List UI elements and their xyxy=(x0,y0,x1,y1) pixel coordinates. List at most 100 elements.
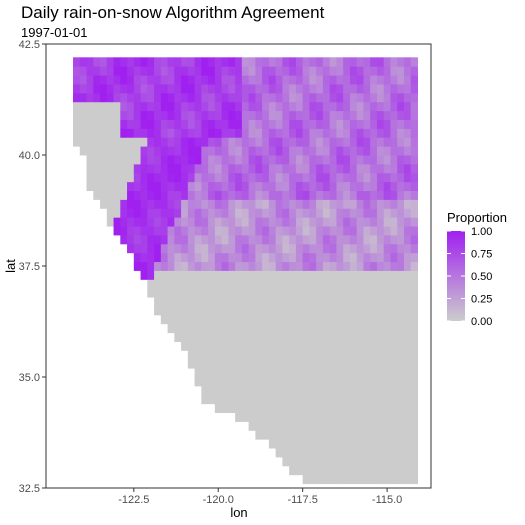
heatmap-cell xyxy=(174,119,182,129)
heatmap-cell xyxy=(403,92,412,103)
heatmap-cell xyxy=(174,199,182,209)
heatmap-cell xyxy=(113,57,121,67)
heatmap-cell xyxy=(262,305,270,316)
heatmap-cell xyxy=(322,110,331,120)
heatmap-cell xyxy=(241,199,250,209)
heatmap-cell xyxy=(268,75,277,85)
heatmap-cell xyxy=(329,279,337,289)
heatmap-cell xyxy=(248,155,256,165)
heatmap-cell xyxy=(235,234,243,245)
heatmap-cell xyxy=(383,412,391,422)
heatmap-cell xyxy=(194,350,202,360)
heatmap-cell xyxy=(309,359,317,369)
heatmap-cell xyxy=(302,279,310,289)
heatmap-cell xyxy=(322,394,331,405)
heatmap-cell xyxy=(282,155,290,165)
heatmap-cell xyxy=(289,137,297,147)
heatmap-cell xyxy=(383,57,391,67)
heatmap-cell xyxy=(154,57,162,67)
heatmap-cell xyxy=(235,377,243,387)
heatmap-cell xyxy=(410,190,418,200)
heatmap-cell xyxy=(228,385,236,396)
heatmap-cell xyxy=(343,314,351,325)
heatmap-cell xyxy=(376,421,385,431)
heatmap-cell xyxy=(255,368,263,378)
heatmap-cell xyxy=(322,368,331,378)
heatmap-cell xyxy=(349,261,358,271)
heatmap-cell xyxy=(275,341,283,351)
heatmap-cell xyxy=(133,181,142,192)
heatmap-cell xyxy=(363,137,371,147)
heatmap-cell xyxy=(248,261,256,271)
heatmap-cell xyxy=(181,243,189,254)
heatmap-cell xyxy=(295,403,304,414)
heatmap-cell xyxy=(343,146,351,156)
heatmap-cell xyxy=(370,439,378,449)
heatmap-cell xyxy=(167,234,175,245)
heatmap-cell xyxy=(316,412,324,422)
heatmap-cell xyxy=(343,412,351,422)
heatmap-cell xyxy=(268,66,277,76)
heatmap-cell xyxy=(349,297,358,307)
heatmap-cell xyxy=(322,332,331,342)
heatmap-cell xyxy=(376,332,385,342)
heatmap-cell xyxy=(370,208,378,218)
heatmap-cell xyxy=(349,359,358,369)
heatmap-cell xyxy=(275,297,283,307)
heatmap-cell xyxy=(174,252,182,263)
heatmap-cell xyxy=(160,137,169,147)
heatmap-cell xyxy=(376,110,385,120)
heatmap-cell xyxy=(160,163,169,174)
heatmap-cell xyxy=(262,288,270,298)
heatmap-cell xyxy=(262,83,270,94)
heatmap-cell xyxy=(289,448,297,458)
heatmap-cell xyxy=(268,323,277,334)
heatmap-cell xyxy=(410,83,418,94)
heatmap-cell xyxy=(302,385,310,396)
heatmap-cell xyxy=(133,163,142,174)
heatmap-cell xyxy=(113,199,121,209)
heatmap-cell xyxy=(397,394,405,405)
heatmap-cell xyxy=(349,465,358,476)
heatmap-cell xyxy=(370,305,378,316)
heatmap-cell xyxy=(376,75,385,85)
heatmap-cell xyxy=(383,110,391,120)
heatmap-cell xyxy=(295,172,304,183)
heatmap-cell xyxy=(255,163,263,174)
heatmap-cell xyxy=(329,163,337,174)
heatmap-cell xyxy=(316,474,324,485)
heatmap-cell xyxy=(255,190,263,200)
heatmap-cell xyxy=(390,57,398,67)
heatmap-cell xyxy=(295,208,304,218)
heatmap-cell xyxy=(349,314,358,325)
heatmap-cell xyxy=(390,128,398,138)
heatmap-cell xyxy=(86,110,94,120)
heatmap-cell xyxy=(214,163,223,174)
heatmap-cell xyxy=(282,226,290,236)
heatmap-cell xyxy=(322,172,331,183)
heatmap-cell xyxy=(329,412,337,422)
heatmap-cell xyxy=(309,439,317,449)
heatmap-cell xyxy=(228,101,236,112)
heatmap-cell xyxy=(376,305,385,316)
heatmap-cell xyxy=(403,137,412,147)
heatmap-cell xyxy=(403,448,412,458)
heatmap-cell xyxy=(106,181,115,192)
heatmap-cell xyxy=(160,128,169,138)
heatmap-cell xyxy=(397,199,405,209)
heatmap-cell xyxy=(208,155,216,165)
heatmap-cell xyxy=(336,314,344,325)
heatmap-cell xyxy=(228,288,236,298)
heatmap-cell xyxy=(214,332,223,342)
heatmap-cell xyxy=(322,385,331,396)
heatmap-cell xyxy=(79,75,88,85)
heatmap-cell xyxy=(336,341,344,351)
heatmap-cell xyxy=(147,101,155,112)
heatmap-cell xyxy=(194,297,202,307)
heatmap-cell xyxy=(262,341,270,351)
heatmap-cell xyxy=(113,92,121,103)
heatmap-cell xyxy=(322,190,331,200)
heatmap-cell xyxy=(370,163,378,174)
heatmap-cell xyxy=(248,137,256,147)
